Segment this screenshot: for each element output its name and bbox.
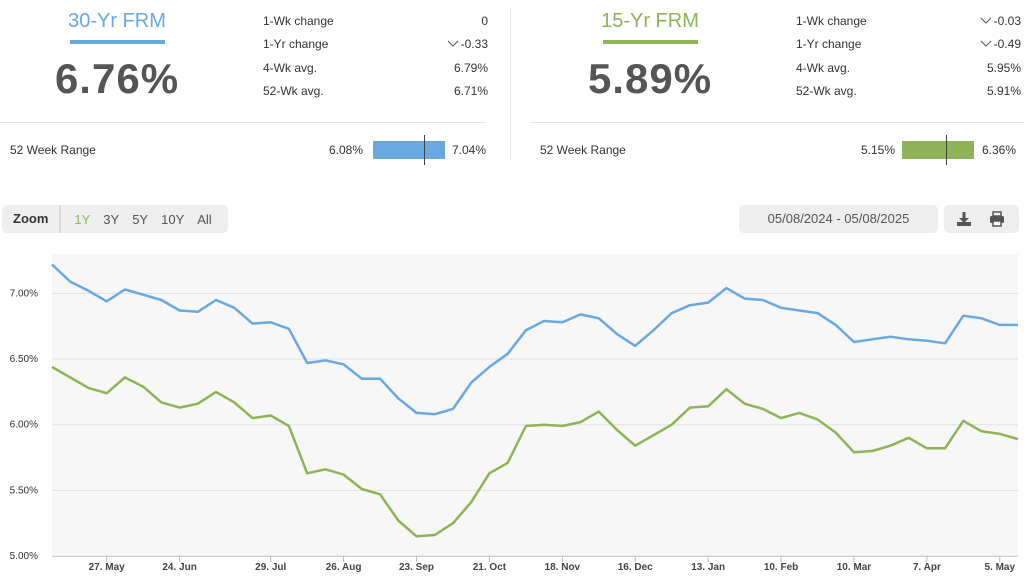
divider (530, 122, 1024, 123)
stat-label: 1-Wk change (796, 13, 867, 28)
date-range-picker[interactable]: 05/08/2024 - 05/08/2025 (739, 205, 938, 233)
range-bar (373, 135, 445, 165)
stat-label: 52-Wk avg. (263, 84, 324, 99)
range-max: 6.36% (982, 143, 1017, 157)
stat-row: 1-Yr change -0.49 (796, 33, 1021, 57)
stat-row: 1-Wk change -0.03 (796, 9, 1021, 33)
y-tick-label: 5.00% (10, 551, 38, 562)
stat-value: 6.71% (453, 84, 488, 99)
stats-table: 1-Wk change -0.03 1-Yr change -0.49 4-Wk… (796, 9, 1021, 103)
stat-label: 1-Yr change (796, 37, 862, 52)
chevron-down-icon (447, 40, 458, 47)
x-tick-label: 21. Oct (473, 562, 507, 573)
range-min: 6.08% (329, 143, 364, 157)
chevron-down-icon (980, 40, 991, 47)
zoom-5y-button[interactable]: 5Y (132, 211, 149, 227)
stat-value: -0.03 (993, 13, 1021, 28)
range-label: 52 Week Range (10, 143, 96, 157)
week-range-row: 52 Week Range 5.15% 6.36% (530, 135, 1024, 165)
x-tick-label: 29. Jul (255, 562, 286, 573)
chart-tools (944, 205, 1019, 233)
stat-row: 4-Wk avg. 5.95% (796, 56, 1021, 80)
divider (0, 122, 486, 123)
zoom-group: Zoom 1Y 3Y 5Y 10Y All (2, 205, 228, 233)
stat-row: 1-Wk change 0 (263, 9, 488, 33)
stat-value: 0 (481, 13, 488, 28)
x-tick-label: 26. Aug (326, 562, 362, 573)
range-bar (902, 135, 974, 165)
stats-table: 1-Wk change 0 1-Yr change -0.33 4-Wk avg… (263, 9, 488, 103)
chevron-down-icon (980, 17, 991, 24)
stat-label: 52-Wk avg. (796, 84, 857, 99)
stat-label: 4-Wk avg. (263, 60, 318, 75)
frm15-panel: 15-Yr FRM 5.89% 1-Wk change -0.03 1-Yr c… (530, 0, 1024, 165)
stat-label: 1-Yr change (263, 37, 329, 52)
y-tick-label: 6.50% (10, 354, 38, 365)
rate-value: 5.89% (587, 55, 713, 102)
stat-label: 4-Wk avg. (796, 60, 851, 75)
stat-row: 4-Wk avg. 6.79% (263, 56, 488, 80)
range-marker (424, 135, 426, 165)
x-tick-label: 7. Apr (913, 562, 941, 573)
week-range-row: 52 Week Range 6.08% 7.04% (0, 135, 500, 165)
stat-label: 1-Wk change (263, 13, 334, 28)
print-icon[interactable] (989, 211, 1005, 227)
y-tick-label: 5.50% (10, 485, 38, 496)
zoom-3y-button[interactable]: 3Y (103, 211, 120, 227)
zoom-1y-button[interactable]: 1Y (74, 211, 91, 227)
rate-title-underline (70, 40, 165, 44)
x-tick-label: 27. May (89, 562, 126, 573)
x-tick-label: 13. Jan (691, 562, 725, 573)
frm15-series-line (51, 365, 1019, 538)
rate-title-underline (603, 40, 698, 44)
x-tick-label: 10. Mar (837, 562, 872, 573)
zoom-label: Zoom (2, 205, 62, 233)
rate-title: 15-Yr FRM (601, 10, 699, 32)
y-tick-label: 7.00% (10, 288, 38, 299)
stat-value: -0.49 (993, 37, 1021, 52)
stat-value: -0.33 (460, 37, 488, 52)
stat-row: 52-Wk avg. 6.71% (263, 80, 488, 104)
rate-title: 30-Yr FRM (68, 10, 166, 32)
stat-row: 1-Yr change -0.33 (263, 33, 488, 57)
x-tick-label: 10. Feb (764, 562, 798, 573)
stat-value: 5.91% (986, 84, 1021, 99)
download-icon[interactable] (956, 211, 972, 227)
stat-value: 5.95% (986, 60, 1021, 75)
x-tick-label: 18. Nov (545, 562, 581, 573)
range-marker (945, 135, 947, 165)
x-tick-label: 24. Jun (162, 562, 196, 573)
zoom-10y-button[interactable]: 10Y (161, 211, 185, 227)
x-tick-label: 16. Dec (618, 562, 653, 573)
stat-value: 6.79% (453, 60, 488, 75)
rate-value: 6.76% (54, 55, 180, 102)
rate-history-chart: 5.00% 5.50% 6.00% 6.50% 7.00% 27. May 24. Jun 2… (10, 254, 1019, 573)
range-max: 7.04% (452, 143, 487, 157)
chart-toolbar: Zoom 1Y 3Y 5Y 10Y All 05/08/2024 - 05/08… (0, 205, 1024, 233)
range-min: 5.15% (861, 143, 896, 157)
stat-row: 52-Wk avg. 5.91% (796, 80, 1021, 104)
zoom-all-button[interactable]: All (197, 211, 212, 227)
y-tick-label: 6.00% (10, 420, 38, 431)
plot-background (52, 254, 1018, 556)
x-tick-label: 23. Sep (399, 562, 434, 573)
frm30-series-line (51, 263, 1018, 416)
range-label: 52 Week Range (540, 143, 626, 157)
panel-divider (510, 8, 511, 160)
x-tick-label: 5. May (984, 562, 1015, 573)
frm30-panel: 30-Yr FRM 6.76% 1-Wk change 0 1-Yr chang… (0, 0, 500, 165)
